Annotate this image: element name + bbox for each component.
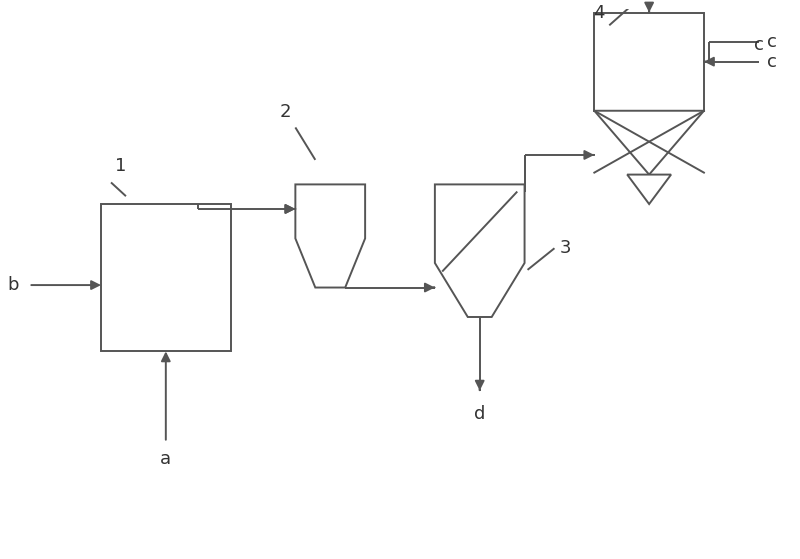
Text: a: a bbox=[160, 449, 171, 467]
Text: 3: 3 bbox=[559, 239, 571, 257]
Text: 2: 2 bbox=[280, 102, 291, 121]
Text: 4: 4 bbox=[594, 4, 605, 22]
Bar bbox=[594, 12, 704, 111]
Text: c: c bbox=[766, 33, 777, 51]
Text: 1: 1 bbox=[115, 157, 126, 174]
Text: c: c bbox=[766, 53, 777, 70]
Text: c: c bbox=[754, 36, 764, 54]
Polygon shape bbox=[627, 174, 671, 204]
Text: b: b bbox=[8, 276, 19, 294]
Polygon shape bbox=[594, 111, 704, 174]
Bar bbox=[101, 204, 230, 352]
Polygon shape bbox=[435, 184, 525, 317]
Polygon shape bbox=[295, 184, 365, 287]
Text: d: d bbox=[474, 405, 486, 423]
